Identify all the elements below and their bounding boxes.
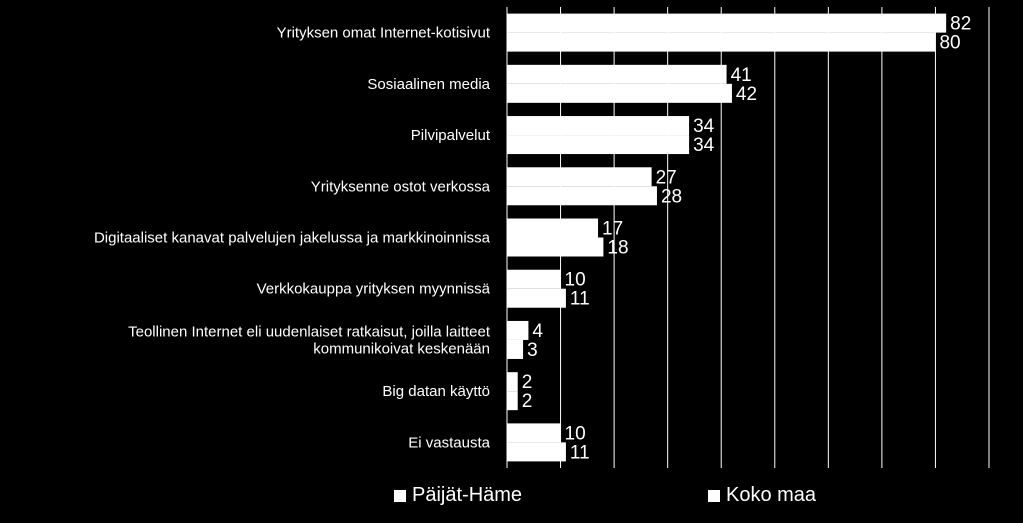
data-label: 11	[570, 289, 590, 310]
bar-koko-maa	[507, 135, 690, 155]
bar-koko-maa	[507, 339, 524, 359]
bar-paijat-hame	[507, 320, 529, 340]
legend-item-koko-maa: Koko maa	[708, 484, 816, 507]
category-label: Pilvipalvelut	[411, 127, 491, 144]
legend-swatch-koko-maa	[708, 489, 720, 502]
data-label: 34	[693, 116, 715, 137]
bar-paijat-hame	[507, 116, 690, 136]
bar-paijat-hame	[507, 269, 561, 289]
bar-paijat-hame	[507, 167, 652, 187]
legend-label-koko-maa: Koko maa	[726, 484, 817, 506]
category-label: Ei vastausta	[408, 434, 490, 451]
data-label: 82	[950, 14, 971, 35]
bar-koko-maa	[507, 83, 732, 103]
data-label: 42	[736, 84, 757, 105]
bar-paijat-hame	[507, 13, 947, 33]
data-label: 27	[656, 167, 677, 188]
legend-item-paijat-hame: Päijät-Häme	[394, 484, 522, 507]
category-label: Big datan käyttö	[382, 383, 490, 400]
bar-koko-maa	[507, 186, 657, 206]
category-label: Yrityksen omat Internet-kotisivut	[277, 25, 491, 42]
bar-paijat-hame	[507, 423, 561, 443]
data-label: 41	[731, 65, 752, 86]
data-label: 28	[661, 186, 682, 207]
category-label: Verkkokauppa yrityksen myynnissä	[257, 281, 491, 298]
bar-koko-maa	[507, 32, 936, 52]
category-label: Sosiaalinen media	[367, 76, 490, 93]
bar-koko-maa	[507, 391, 518, 411]
data-label: 4	[532, 321, 543, 342]
data-label: 2	[522, 372, 533, 393]
data-label: 2	[522, 391, 533, 412]
data-label: 18	[607, 238, 628, 259]
bar-koko-maa	[507, 442, 566, 462]
legend-label-paijat-hame: Päijät-Häme	[412, 484, 523, 506]
data-label: 17	[602, 219, 623, 240]
data-label: 80	[939, 33, 960, 54]
bar-paijat-hame	[507, 372, 518, 392]
data-label: 34	[693, 135, 715, 156]
bar-koko-maa	[507, 288, 566, 308]
data-label: 11	[570, 442, 590, 463]
data-label: 10	[565, 423, 586, 444]
legend-swatch-paijat-hame	[394, 489, 406, 502]
category-label: Digitaaliset kanavat palvelujen jakeluss…	[94, 230, 491, 247]
category-label: Teollinen Internet eli uudenlaiset ratka…	[128, 323, 491, 357]
bar-koko-maa	[507, 237, 604, 257]
data-label: 10	[565, 270, 586, 291]
bar-paijat-hame	[507, 64, 727, 84]
data-label: 3	[527, 340, 538, 361]
category-label: Yrityksenne ostot verkossa	[311, 178, 491, 195]
bar-paijat-hame	[507, 218, 599, 238]
